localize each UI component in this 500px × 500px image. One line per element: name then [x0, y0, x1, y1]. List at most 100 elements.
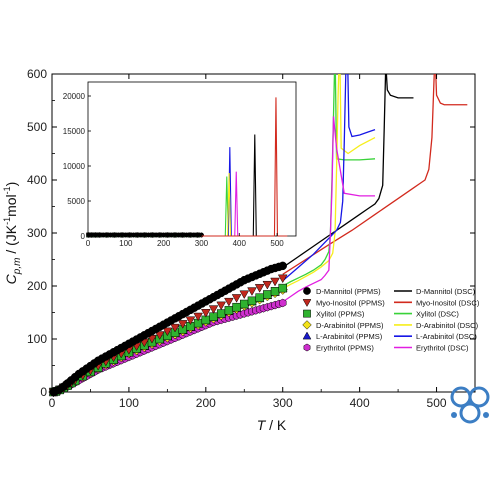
inset-frame	[87, 81, 297, 237]
y-tick-label: 400	[27, 173, 47, 187]
series-line-erythritol-dsc	[282, 116, 376, 303]
legend: D-Mannitol (PPMS) Myo-Inositol (PPMS) Xyli…	[302, 287, 480, 353]
data-point-myo-inositol-ppms	[239, 290, 250, 300]
legend-item-erythritol-ppms: Erythritol (PPMS)	[303, 343, 374, 353]
y-tick-label: 500	[27, 120, 47, 134]
legend-item-d-arabinitol-ppms: D-Arabinitol (PPMS)	[302, 320, 384, 330]
legend-item-myo-inositol-ppms: Myo-Inositol (PPMS)	[302, 298, 385, 307]
y-tick-label: 600	[27, 67, 47, 81]
x-tick-label: 0	[49, 396, 56, 410]
legend-item-xylitol-dsc: Xylitol (DSC)	[394, 310, 459, 319]
logo-ring	[459, 402, 481, 424]
y-tick-label: 200	[27, 279, 47, 293]
dsc-lines	[282, 74, 468, 303]
legend-marker-erythritol-ppms	[303, 343, 311, 352]
inset-y-tick-label: 5000	[67, 197, 85, 206]
data-point-xylitol-ppms	[209, 312, 218, 321]
inset-ppms-points	[85, 231, 204, 239]
legend-marker-l-arabinitol-ppms	[302, 331, 312, 340]
inset-y-tick-label: 10000	[63, 162, 86, 171]
legend-item-erythritol-dsc: Erythritol (DSC)	[394, 344, 469, 353]
legend-label: D-Arabinitol (PPMS)	[316, 321, 384, 330]
legend-item-l-arabinitol-ppms: L-Arabinitol (PPMS)	[302, 331, 383, 341]
inset-y-tick-label: 15000	[63, 127, 86, 136]
legend-item-xylitol-ppms: Xylitol (PPMS)	[303, 309, 365, 319]
data-point-myo-inositol-ppms	[170, 323, 180, 333]
ppms-points	[48, 261, 288, 398]
data-point-myo-inositol-ppms	[231, 294, 242, 303]
x-tick-label: 400	[350, 396, 370, 410]
data-point-erythritol-ppms	[279, 298, 287, 308]
data-point-myo-inositol-ppms	[247, 287, 257, 296]
legend-label: Myo-Inositol (PPMS)	[316, 298, 385, 307]
legend-label: Erythritol (DSC)	[416, 344, 469, 353]
y-tick-label: 100	[27, 332, 47, 346]
data-point-myo-inositol-ppms	[177, 320, 188, 329]
inset-y-tick-label: 20000	[63, 92, 86, 101]
data-point-myo-inositol-ppms	[185, 316, 196, 326]
data-point-xylitol-ppms	[247, 296, 257, 306]
x-axis-title: T / K	[257, 417, 287, 433]
legend-label: L-Arabinitol (PPMS)	[316, 332, 383, 341]
legend-marker-d-arabinitol-ppms	[302, 320, 312, 330]
data-point-myo-inositol-ppms	[200, 309, 211, 318]
legend-label: D-Mannitol (DSC)	[416, 287, 476, 296]
legend-label: Myo-Inositol (DSC)	[416, 298, 480, 307]
data-point-myo-inositol-ppms	[162, 327, 173, 337]
y-axis-title: Cp,m / (JK-1mol-1)	[2, 182, 23, 285]
inset-x-tick-label: 500	[270, 239, 284, 248]
data-point-xylitol-ppms	[263, 290, 272, 299]
series-line-d-mannitol-dsc	[282, 74, 414, 268]
logo-ring	[468, 386, 490, 408]
x-tick-label: 200	[196, 396, 216, 410]
inset-x-tick-label: 200	[157, 239, 171, 248]
data-point-myo-inositol-ppms	[270, 277, 280, 287]
data-point-myo-inositol-ppms	[254, 284, 265, 293]
data-point-xylitol-ppms	[240, 299, 249, 309]
data-point-d-mannitol-ppms	[278, 261, 287, 271]
x-tick-label: 300	[273, 396, 293, 410]
inset-x-tick-label: 400	[233, 239, 247, 248]
legend-marker-d-mannitol-ppms	[303, 287, 311, 295]
x-tick-label: 100	[119, 396, 139, 410]
data-point-xylitol-ppms	[278, 283, 287, 293]
publisher-logo-icon	[450, 386, 490, 424]
data-point-xylitol-ppms	[255, 293, 264, 302]
legend-marker-xylitol-ppms	[303, 309, 311, 318]
logo-dot	[451, 412, 457, 418]
legend-label: D-Arabinitol (DSC)	[416, 321, 479, 330]
legend-label: L-Arabinitol (DSC)	[416, 332, 477, 341]
series-line-myo-inositol-dsc	[282, 74, 468, 275]
inset-x-tick-label: 0	[86, 239, 91, 248]
legend-label: Erythritol (PPMS)	[316, 344, 374, 353]
legend-item-l-arabinitol-dsc: L-Arabinitol (DSC)	[394, 332, 477, 341]
inset-y-tick-label: 0	[81, 232, 86, 241]
legend-item-d-mannitol-ppms: D-Mannitol (PPMS)	[303, 287, 381, 296]
legend-label: Xylitol (PPMS)	[316, 310, 365, 319]
legend-marker-myo-inositol-ppms	[302, 299, 312, 307]
data-point-myo-inositol-ppms	[224, 297, 234, 307]
legend-label: Xylitol (DSC)	[416, 310, 459, 319]
data-point-myo-inositol-ppms	[208, 305, 219, 314]
data-point-xylitol-ppms	[232, 302, 241, 312]
data-point-myo-inositol-ppms	[193, 312, 203, 322]
series-line-xylitol-dsc	[282, 74, 376, 287]
inset-x-tick-label: 300	[195, 239, 209, 248]
inset-x-tick-label: 100	[119, 239, 133, 248]
data-point-myo-inositol-ppms	[277, 274, 288, 284]
data-point-xylitol-ppms	[224, 306, 234, 315]
y-tick-label: 300	[27, 226, 47, 240]
data-point-myo-inositol-ppms	[216, 301, 227, 311]
data-point-myo-inositol-ppms	[154, 331, 165, 340]
y-tick-label: 0	[40, 385, 47, 399]
series-line-l-arabinitol-dsc	[282, 74, 376, 282]
data-point-xylitol-ppms	[216, 309, 226, 318]
inset-peak-myo-inositol-dsc	[201, 97, 288, 237]
legend-item-d-mannitol-dsc: D-Mannitol (DSC)	[394, 287, 476, 296]
legend-item-d-arabinitol-dsc: D-Arabinitol (DSC)	[394, 321, 479, 330]
